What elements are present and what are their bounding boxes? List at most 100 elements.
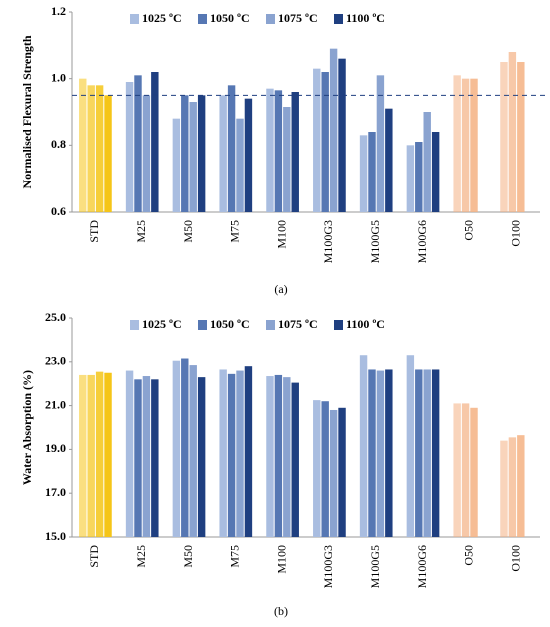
bar [172,360,181,537]
bar [368,132,376,212]
bar [376,370,385,537]
y-tick-label: 23.0 [45,354,66,368]
bar [359,135,368,212]
bar [79,78,87,213]
bar [385,369,393,537]
bar [95,371,104,537]
x-tick-label: O100 [508,545,522,572]
bar [151,379,159,537]
bar [291,382,299,537]
bar [134,75,142,212]
bar [274,90,283,212]
caption: (a) [274,282,287,296]
bar [431,132,440,212]
legend-label: 1075 ºC [278,11,318,25]
x-tick-label: M100G5 [368,545,382,588]
bar [197,95,206,212]
legend-swatch [266,320,275,330]
bar [189,102,197,212]
bar [266,376,274,537]
x-tick-label: M50 [181,545,195,568]
bar [508,437,517,537]
bar [500,62,508,212]
bar [321,401,329,537]
bar [313,68,321,213]
legend-swatch [334,14,343,24]
legend-label: 1025 ºC [142,317,182,331]
bar [87,85,95,212]
bar [283,377,291,537]
x-tick-label: O50 [462,545,476,566]
bar [134,379,142,537]
bar [329,409,338,537]
bar [189,365,197,537]
bar [517,435,525,537]
y-tick-label: 17.0 [45,485,66,499]
bar [359,355,368,537]
bar [321,72,329,212]
bar [415,369,423,537]
bar [415,142,423,212]
x-tick-label: O50 [462,220,476,241]
bar [266,88,274,212]
bar [406,355,415,537]
bar [244,98,253,212]
bar [313,400,321,537]
x-tick-label: M100G3 [321,220,335,263]
x-tick-label: STD [87,220,101,243]
bar [95,85,104,212]
bar [236,370,244,537]
bar [431,369,440,537]
bar [385,108,393,212]
y-tick-label: 1.2 [51,4,66,18]
legend-label: 1050 ºC [210,317,250,331]
y-tick-label: 19.0 [45,441,66,455]
bar [423,112,431,212]
x-tick-label: M75 [228,220,242,243]
bar [172,118,181,212]
legend-label: 1100 ºC [346,11,385,25]
bar [181,358,189,537]
x-tick-label: M100G5 [368,220,382,263]
bar [142,95,151,212]
y-tick-label: 15.0 [45,529,66,543]
bar [227,373,236,537]
bar [227,85,236,212]
y-tick-label: 25.0 [45,310,66,324]
bar [461,403,470,537]
bar [142,376,151,537]
y-axis-title: Water Absorption (%) [20,370,34,485]
y-tick-label: 0.6 [51,204,66,218]
legend-label: 1075 ºC [278,317,318,331]
x-tick-label: M75 [228,545,242,568]
bar [197,377,206,537]
bar [87,374,95,537]
legend-label: 1050 ºC [210,11,250,25]
legend-swatch [130,14,139,24]
bar [274,374,283,537]
bar [376,75,385,212]
legend-swatch [266,14,275,24]
bar [453,75,461,212]
legend-swatch [334,320,343,330]
bar [104,372,112,537]
x-tick-label: M100 [274,220,288,249]
bar [406,145,415,212]
caption: (b) [274,604,288,618]
bar [125,82,134,212]
legend-swatch [198,320,207,330]
y-tick-label: 1.0 [51,70,66,84]
x-tick-label: M25 [134,220,148,243]
bar [508,52,517,212]
bar [470,78,478,213]
y-tick-label: 21.0 [45,397,66,411]
bar [500,440,508,537]
x-tick-label: STD [87,545,101,568]
x-tick-label: M25 [134,545,148,568]
bar [125,370,134,537]
x-tick-label: M100G3 [321,545,335,588]
bar [461,78,470,213]
bar [470,407,478,537]
bar [338,58,346,212]
